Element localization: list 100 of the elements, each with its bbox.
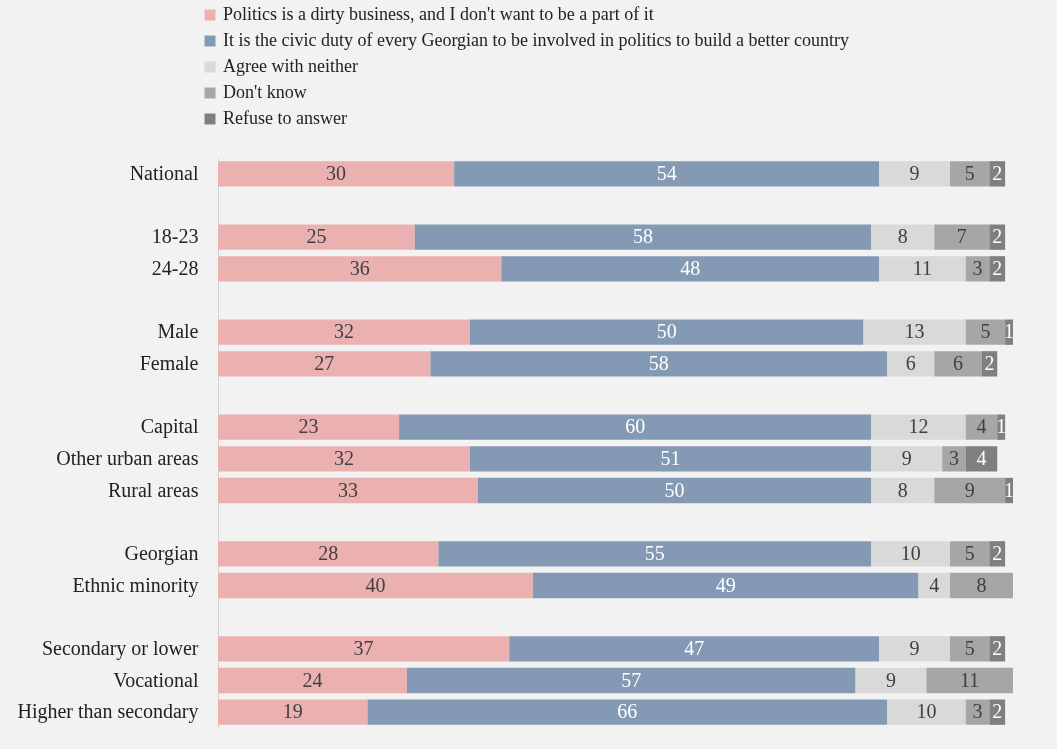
bar xyxy=(532,572,919,599)
bar xyxy=(863,319,966,345)
y-tick-label: National xyxy=(129,161,199,184)
data-label: 2 xyxy=(984,351,995,374)
data-label: 11 xyxy=(912,256,933,279)
data-label: 37 xyxy=(353,636,374,659)
data-label: 1 xyxy=(996,415,1007,438)
data-label: 6 xyxy=(952,351,963,374)
data-label: 12 xyxy=(908,415,929,438)
data-label: 58 xyxy=(633,225,654,248)
data-label: 2 xyxy=(992,225,1003,248)
y-tick-label: Capital xyxy=(140,415,199,439)
bar xyxy=(950,161,990,187)
data-label: 3 xyxy=(972,256,983,279)
data-label: 2 xyxy=(992,700,1003,723)
bar xyxy=(218,446,470,472)
bar xyxy=(469,446,872,472)
data-label: 2 xyxy=(992,636,1003,659)
data-label: 8 xyxy=(897,478,908,501)
data-label: 9 xyxy=(909,636,920,659)
bar xyxy=(950,541,990,567)
bar xyxy=(367,699,888,725)
bar xyxy=(218,161,455,187)
data-label: 66 xyxy=(617,700,638,723)
data-label: 11 xyxy=(960,668,980,691)
data-label: 32 xyxy=(333,320,354,343)
data-label: 50 xyxy=(664,478,685,501)
bar xyxy=(879,256,966,282)
data-label: 30 xyxy=(326,161,347,184)
data-label: 1 xyxy=(1004,320,1015,343)
bar xyxy=(879,636,951,662)
bar xyxy=(871,414,966,440)
bar xyxy=(469,319,864,345)
bar xyxy=(871,541,951,567)
bar xyxy=(399,414,872,440)
data-label: 49 xyxy=(715,573,736,596)
bar xyxy=(218,256,502,282)
y-tick-label: 18-23 xyxy=(151,225,199,248)
data-label: 24 xyxy=(302,668,323,691)
data-label: 48 xyxy=(680,256,701,279)
bar xyxy=(218,351,431,377)
y-tick-label: Vocational xyxy=(113,668,199,691)
bar xyxy=(934,224,990,250)
bar xyxy=(438,541,872,567)
legend-label: It is the civic duty of every Georgian to be involved in politics to build a better country xyxy=(223,30,850,50)
legend-label: Agree with neither xyxy=(223,56,358,76)
bar xyxy=(965,319,1006,345)
data-label: 10 xyxy=(916,700,937,723)
bar xyxy=(965,446,998,472)
data-label: 6 xyxy=(905,351,916,374)
legend-label: Politics is a dirty business, and I don't want to be a part of it xyxy=(223,4,654,24)
data-label: 40 xyxy=(365,573,386,596)
bar xyxy=(871,446,943,472)
bar xyxy=(218,477,478,504)
data-label: 2 xyxy=(992,161,1003,184)
y-tick-label: Secondary or lower xyxy=(41,636,199,660)
data-label: 57 xyxy=(621,668,642,691)
data-label: 58 xyxy=(648,351,669,374)
y-tick-label: Female xyxy=(139,351,199,374)
legend-label: Refuse to answer xyxy=(223,108,347,128)
bar xyxy=(218,699,368,725)
bar xyxy=(454,161,880,187)
bar xyxy=(934,477,1006,504)
y-tick-label: 24-28 xyxy=(151,256,199,279)
data-label: 3 xyxy=(948,446,959,469)
bar xyxy=(414,224,872,250)
data-label: 5 xyxy=(964,161,975,184)
bar xyxy=(887,351,935,377)
y-tick-label: Ethnic minority xyxy=(72,573,199,597)
bar xyxy=(950,572,1013,599)
bar xyxy=(477,477,872,504)
data-label: 8 xyxy=(976,573,987,596)
data-label: 23 xyxy=(298,415,319,438)
legend-label: Don't know xyxy=(223,82,307,102)
y-tick-label: Georgian xyxy=(124,541,199,565)
data-label: 1 xyxy=(1004,478,1015,501)
y-tick-label: Higher than secondary xyxy=(17,700,199,724)
bar xyxy=(509,636,880,662)
data-label: 9 xyxy=(964,478,975,501)
bar xyxy=(501,256,880,282)
bar xyxy=(218,572,533,599)
bar xyxy=(406,667,856,694)
bar xyxy=(218,667,407,694)
data-label: 9 xyxy=(901,446,912,469)
bar xyxy=(950,636,990,662)
bar xyxy=(871,224,935,250)
bar xyxy=(218,636,510,662)
data-label: 2 xyxy=(992,541,1003,564)
data-label: 28 xyxy=(318,541,339,564)
data-label: 9 xyxy=(909,161,920,184)
bar xyxy=(218,414,400,440)
y-tick-label: Rural areas xyxy=(107,478,199,501)
data-label: 50 xyxy=(656,320,677,343)
data-label: 51 xyxy=(660,446,681,469)
data-label: 47 xyxy=(684,636,705,659)
data-label: 32 xyxy=(333,446,354,469)
data-label: 55 xyxy=(644,541,665,564)
bar xyxy=(871,477,935,504)
bar xyxy=(879,161,951,187)
bar xyxy=(926,667,1013,694)
